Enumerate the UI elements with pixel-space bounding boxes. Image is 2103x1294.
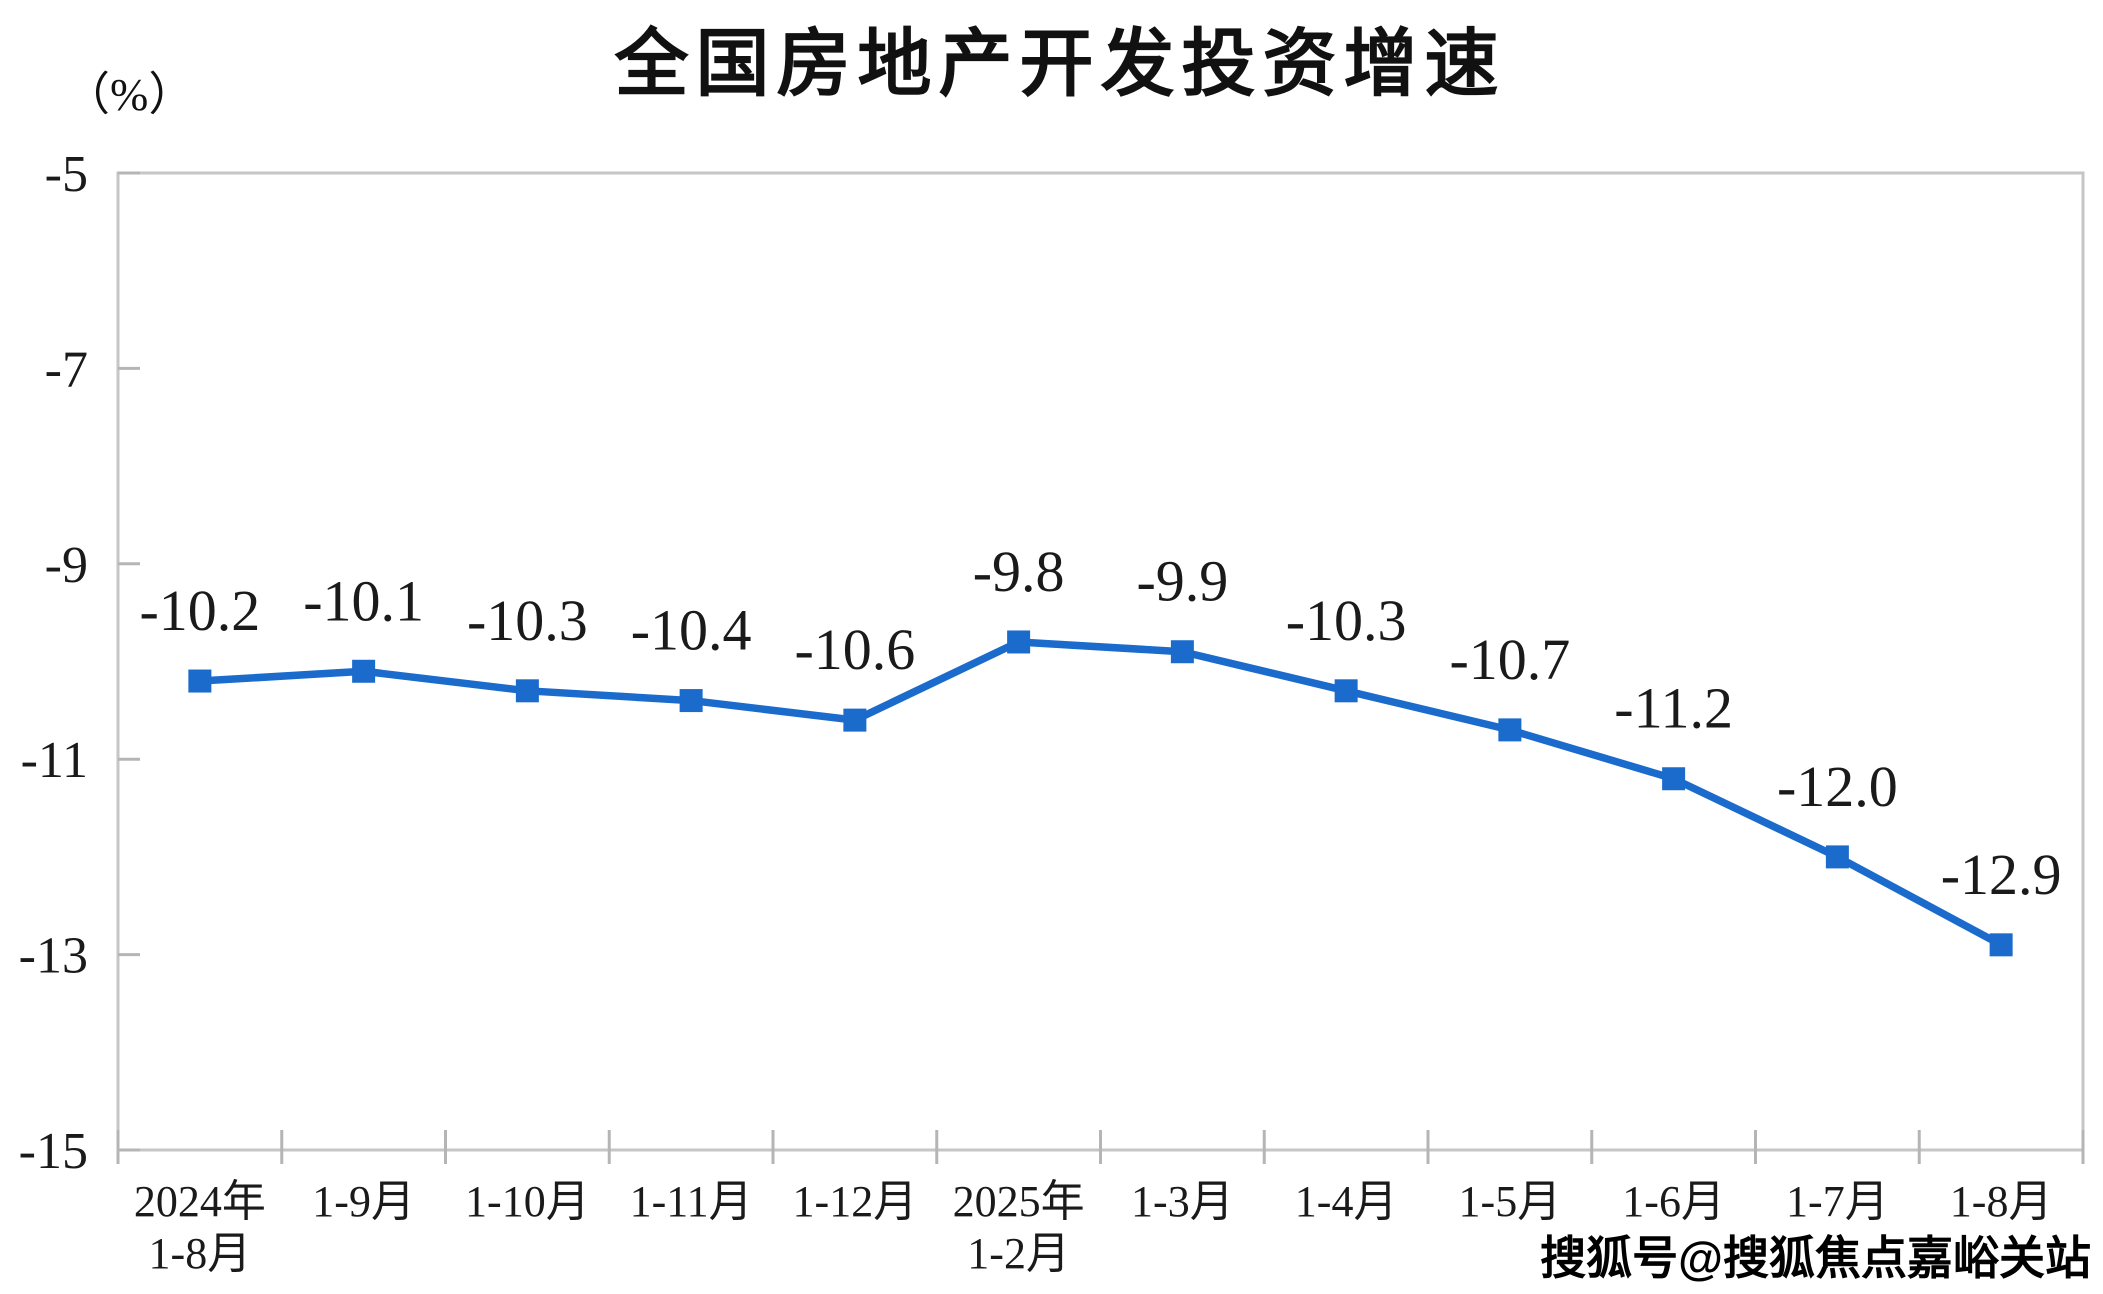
- plot-border: [116, 171, 2085, 1152]
- x-axis-tick-label: 1-9月: [312, 1177, 415, 1226]
- data-point-marker: [1170, 640, 1194, 664]
- chart-title: 全国房地产开发投资增速: [614, 22, 1506, 105]
- series-line: [196, 638, 2005, 949]
- x-axis-tick-label: 1-6月: [1622, 1177, 1725, 1226]
- data-point-label: -11.2: [1614, 676, 1733, 741]
- data-point-marker: [843, 708, 867, 732]
- data-point-label: -12.0: [1777, 754, 1898, 819]
- y-axis-tick-label: -7: [45, 341, 88, 398]
- data-point-label: -9.8: [973, 539, 1065, 604]
- y-axis-tick-label: -13: [19, 928, 88, 985]
- y-axis-tick-label: -5: [45, 146, 88, 203]
- x-axis-tick-label: 1-2月: [967, 1229, 1070, 1278]
- data-point-label: -10.3: [1286, 588, 1407, 653]
- data-point-marker: [1334, 679, 1358, 703]
- x-axis-tick-label: 1-4月: [1295, 1177, 1398, 1226]
- x-axis-tick-label: 1-8月: [149, 1229, 252, 1278]
- data-point-label: -10.2: [139, 578, 260, 643]
- data-point-label: -12.9: [1941, 842, 2062, 907]
- data-point-marker: [1007, 630, 1031, 654]
- data-point-marker: [188, 669, 212, 693]
- y-axis-tick-label: -11: [21, 732, 88, 789]
- data-point-label: -10.4: [631, 598, 752, 663]
- data-point-marker: [1662, 767, 1686, 791]
- data-point-label: -10.1: [303, 568, 424, 633]
- x-axis-tick-label: 2024年: [134, 1177, 266, 1226]
- data-point-marker: [1498, 718, 1522, 742]
- data-point-label: -9.9: [1136, 549, 1228, 614]
- data-point-label: -10.3: [467, 588, 588, 653]
- y-axis-tick-label: -15: [19, 1123, 88, 1180]
- data-point-marker: [1989, 933, 2013, 957]
- data-point-label: -10.6: [794, 617, 915, 682]
- y-axis-unit-label: （%）: [64, 69, 195, 120]
- x-axis-tick-label: 2025年: [953, 1177, 1085, 1226]
- data-point-marker: [679, 689, 703, 713]
- data-point-marker: [1825, 845, 1849, 869]
- x-axis-tick-label: 1-12月: [793, 1177, 918, 1226]
- x-axis-tick-label: 1-10月: [465, 1177, 590, 1226]
- x-axis-tick-label: 1-5月: [1459, 1177, 1562, 1226]
- data-point-marker: [515, 679, 539, 703]
- y-axis-tick-label: -9: [45, 537, 88, 594]
- data-point-marker: [352, 659, 376, 683]
- x-axis-tick-label: 1-11月: [630, 1177, 753, 1226]
- x-axis-tick-label: 1-8月: [1950, 1177, 2053, 1226]
- data-point-label: -10.7: [1449, 627, 1570, 692]
- x-axis-tick-label: 1-3月: [1131, 1177, 1234, 1226]
- watermark-text: 搜狐号@搜狐焦点嘉峪关站: [1540, 1232, 2091, 1284]
- x-axis-tick-label: 1-7月: [1786, 1177, 1889, 1226]
